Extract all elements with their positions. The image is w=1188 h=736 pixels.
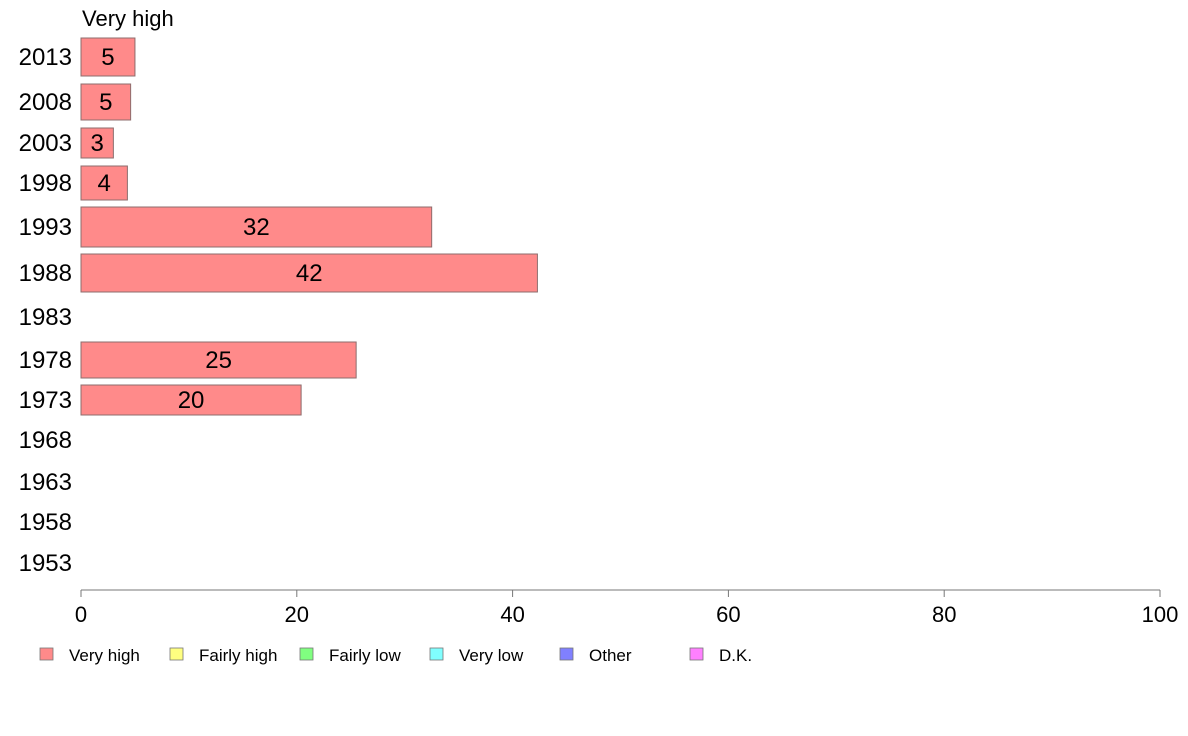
x-tick-label-60: 60 bbox=[716, 602, 740, 627]
legend-label-4: Other bbox=[589, 646, 632, 665]
y-tick-label-1998: 1998 bbox=[19, 170, 72, 197]
legend-swatch-0 bbox=[39, 647, 54, 661]
legend-label-3: Very low bbox=[459, 646, 524, 665]
data-label-2013: 5 bbox=[101, 44, 114, 71]
legend-swatch-4 bbox=[559, 647, 574, 661]
y-tick-label-1953: 1953 bbox=[19, 550, 72, 577]
bar-1993 bbox=[80, 206, 433, 248]
legend-label-1: Fairly high bbox=[199, 646, 277, 665]
data-label-2003: 3 bbox=[91, 130, 104, 157]
x-axis: 0 20 40 60 80 100 bbox=[75, 589, 1179, 627]
legend-label-0: Very high bbox=[69, 646, 140, 665]
bar-1978 bbox=[80, 341, 357, 379]
data-label-1988: 42 bbox=[296, 260, 323, 287]
y-tick-label-1983: 1983 bbox=[19, 304, 72, 331]
bar-2008 bbox=[80, 83, 132, 121]
y-tick-label-2008: 2008 bbox=[19, 89, 72, 116]
legend-swatch-2 bbox=[299, 647, 314, 661]
x-tick-label-40: 40 bbox=[500, 602, 524, 627]
legend-label-5: D.K. bbox=[719, 646, 752, 665]
bar-1973 bbox=[80, 384, 302, 416]
data-label-1978: 25 bbox=[205, 347, 232, 374]
y-tick-label-1958: 1958 bbox=[19, 509, 72, 536]
y-tick-label-1973: 1973 bbox=[19, 387, 72, 414]
y-tick-label-2013: 2013 bbox=[19, 44, 72, 71]
y-tick-label-1993: 1993 bbox=[19, 214, 72, 241]
data-label-2008: 5 bbox=[99, 89, 112, 116]
bar-1998 bbox=[80, 165, 128, 201]
data-label-1973: 20 bbox=[178, 387, 205, 414]
legend: Very high Fairly high Fairly low Very low Ot… bbox=[39, 646, 752, 665]
y-tick-label-1968: 1968 bbox=[19, 427, 72, 454]
legend-swatch-5 bbox=[689, 647, 704, 661]
x-tick-label-0: 0 bbox=[75, 602, 87, 627]
y-tick-label-2003: 2003 bbox=[19, 130, 72, 157]
legend-label-2: Fairly low bbox=[329, 646, 402, 665]
x-tick-label-100: 100 bbox=[1142, 602, 1179, 627]
bar-2003 bbox=[80, 127, 114, 159]
bar-2013 bbox=[80, 37, 136, 77]
data-label-1993: 32 bbox=[243, 214, 270, 241]
legend-swatch-1 bbox=[169, 647, 184, 661]
y-tick-label-1963: 1963 bbox=[19, 469, 72, 496]
y-axis-labels: 2013 2008 2003 1998 1993 1988 1983 1978 1973 1968… bbox=[19, 44, 72, 577]
x-tick-label-20: 20 bbox=[285, 602, 309, 627]
legend-swatch-3 bbox=[429, 647, 444, 661]
x-tick-label-80: 80 bbox=[932, 602, 956, 627]
data-label-1998: 4 bbox=[98, 170, 111, 197]
chart-title: Very high bbox=[82, 6, 174, 31]
y-tick-label-1988: 1988 bbox=[19, 260, 72, 287]
y-tick-label-1978: 1978 bbox=[19, 347, 72, 374]
bar-1988 bbox=[80, 253, 538, 293]
